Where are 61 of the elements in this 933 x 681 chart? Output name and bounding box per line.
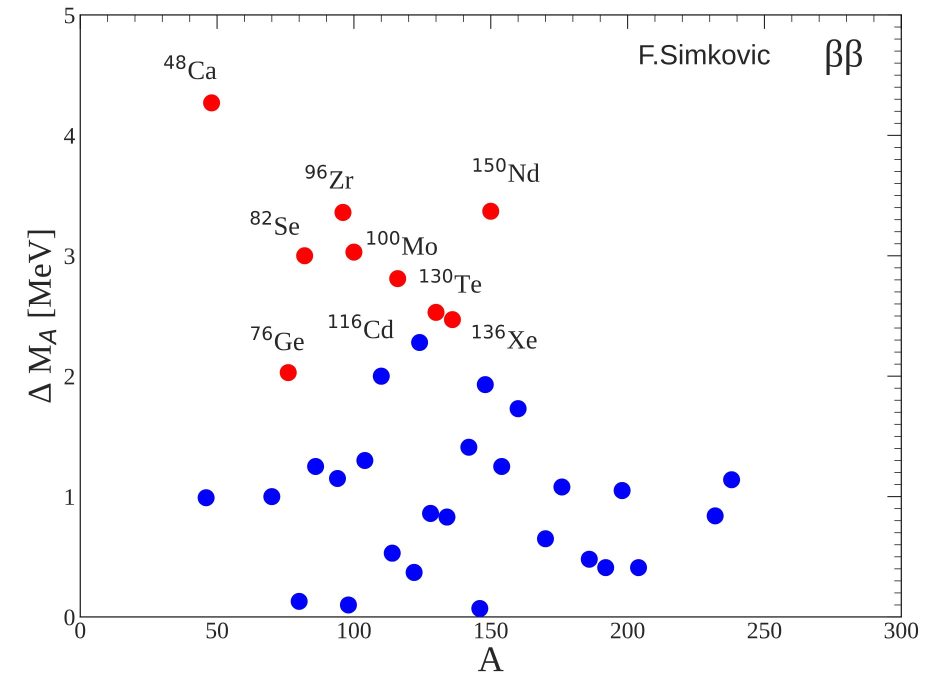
- point: [263, 488, 280, 506]
- point: [476, 376, 494, 394]
- point: [411, 334, 428, 351]
- x-tick-label: 300: [884, 622, 918, 638]
- x-tick-label: 100: [338, 622, 371, 638]
- point: [290, 592, 308, 610]
- y-tick-label: 1: [66, 489, 74, 505]
- annotation: ββ: [826, 39, 862, 75]
- point: [406, 564, 423, 581]
- point: [428, 304, 445, 321]
- point: [345, 244, 362, 261]
- point: [597, 559, 614, 576]
- point: [198, 489, 215, 506]
- point: [356, 452, 374, 469]
- point: [493, 458, 510, 475]
- x-tick-label: 150: [475, 622, 508, 638]
- annotation: $^{82}$Se: [250, 210, 300, 235]
- point: [280, 364, 297, 382]
- point: [389, 270, 406, 288]
- annotation: $^{130}$Te: [420, 268, 482, 293]
- x-tick-label: 50: [206, 622, 228, 638]
- y-tick-label: 2: [64, 368, 74, 384]
- point: [553, 478, 570, 496]
- point: [340, 596, 357, 614]
- x-tick-label: 200: [610, 622, 644, 638]
- y-tick-label: 4: [64, 128, 76, 144]
- annotation: $^{136}$Xe: [472, 324, 537, 349]
- annotation: $^{48}$Ca: [164, 55, 216, 80]
- x-axis-title: A: [478, 647, 504, 672]
- y-tick-label: 0: [64, 609, 74, 626]
- x-tick-label: 0: [75, 622, 86, 638]
- point: [296, 247, 314, 264]
- point: [438, 508, 456, 526]
- point: [203, 94, 220, 112]
- point: [328, 470, 346, 488]
- annotation: $^{116}$Cd: [329, 314, 394, 338]
- point: [536, 530, 554, 548]
- point: [614, 482, 631, 500]
- annotation: $^{96}$Zr: [306, 164, 354, 189]
- point: [422, 504, 440, 522]
- annotation: $^{100}$Mo: [367, 230, 437, 255]
- point: [307, 458, 324, 475]
- point: [482, 202, 500, 220]
- y-tick-label: 3: [64, 248, 74, 264]
- annotation: $^{76}$Ge: [251, 326, 304, 350]
- x-tick-label: 250: [748, 622, 782, 638]
- point: [334, 204, 352, 221]
- point: [471, 600, 488, 617]
- y-axis-title: Δ M$_{A}$ [MeV]: [28, 230, 56, 403]
- point: [630, 559, 648, 576]
- point: [510, 400, 527, 418]
- point: [460, 438, 478, 456]
- annotation: F.Simkovic: [640, 44, 770, 65]
- point: [723, 471, 740, 488]
- annotation: $^{150}$Nd: [474, 158, 540, 182]
- point: [372, 368, 390, 385]
- point: [706, 507, 724, 524]
- y-tick-label: 5: [64, 8, 74, 24]
- point: [444, 311, 461, 328]
- point: [580, 550, 598, 568]
- point: [384, 544, 401, 562]
